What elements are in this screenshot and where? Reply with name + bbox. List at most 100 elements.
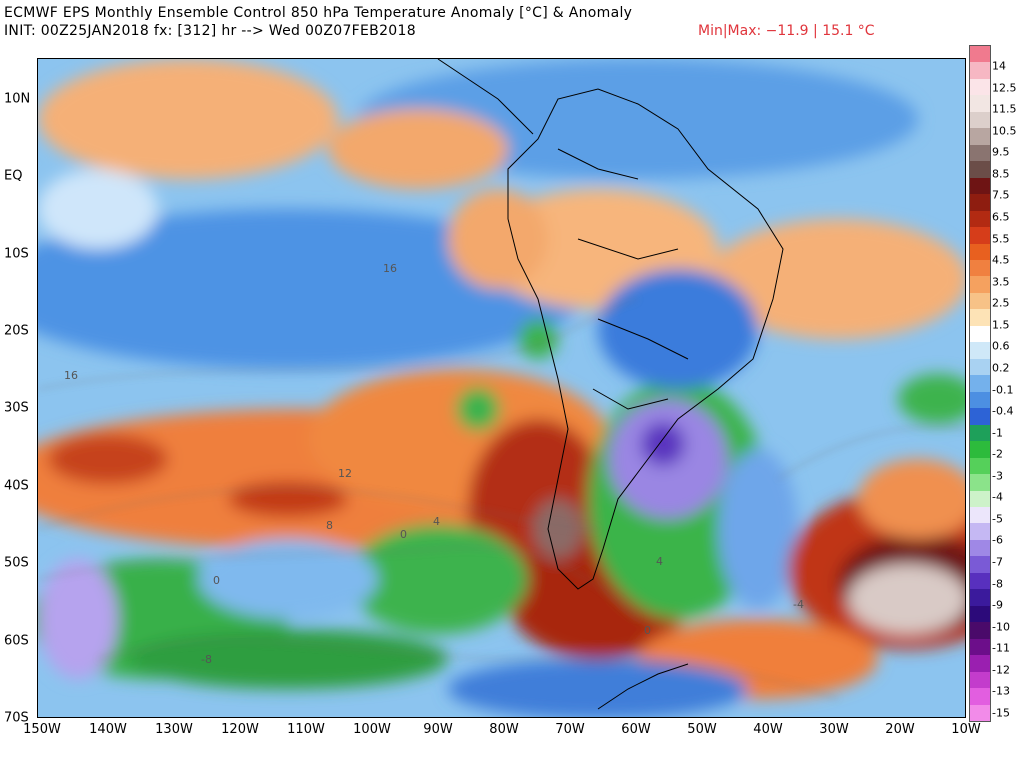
colorbar-swatch (970, 391, 990, 409)
contour-label: 0 (400, 528, 407, 541)
colorbar-label: 9.5 (992, 145, 1010, 159)
lon-label: 70W (555, 722, 585, 737)
central-america-outline (437, 59, 534, 135)
colorbar-swatch (970, 638, 990, 656)
anomaly-field (38, 59, 965, 717)
map-title: ECMWF EPS Monthly Ensemble Control 850 h… (4, 5, 633, 21)
lon-label: 150W (23, 722, 61, 737)
contour-label: 4 (656, 555, 663, 568)
colorbar-swatch (970, 424, 990, 442)
lon-label: 140W (89, 722, 127, 737)
antarctic-peninsula-outline (597, 663, 689, 710)
lat-label: 20S (4, 323, 29, 339)
contour-label: 16 (64, 369, 78, 382)
colorbar-swatch (970, 688, 990, 706)
colorbar-swatch (970, 506, 990, 524)
lon-label: 50W (687, 722, 717, 737)
colorbar-label: 1.5 (992, 318, 1010, 332)
colorbar-swatch (970, 342, 990, 360)
colorbar-label: -3 (992, 469, 1003, 483)
south-america-outline (507, 88, 784, 590)
colorbar-swatch (970, 292, 990, 310)
colorbar-label: 6.5 (992, 210, 1010, 224)
contour-label: 0 (644, 624, 651, 637)
colorbar-swatch (970, 704, 990, 722)
lat-label: 60S (4, 633, 29, 649)
lon-label: 30W (819, 722, 849, 737)
colorbar-swatch (970, 210, 990, 228)
colorbar-swatch (970, 490, 990, 508)
colorbar-label: -5 (992, 512, 1003, 526)
contour-label: 4 (433, 515, 440, 528)
lat-label: 10S (4, 246, 29, 262)
colorbar-swatch (970, 144, 990, 162)
contour-lines (38, 298, 965, 700)
lon-label: 130W (155, 722, 193, 737)
lat-label: 30S (4, 400, 29, 416)
colorbar-label: -13 (992, 684, 1010, 698)
colorbar-label: -7 (992, 555, 1003, 569)
lat-label: 50S (4, 555, 29, 571)
contour-label: 0 (213, 574, 220, 587)
temperature-anomaly-map: 16 16 12 8 4 0 0 -4 -8 0 4 (37, 58, 966, 718)
colorbar-label: 5.5 (992, 232, 1010, 246)
colorbar-swatch (970, 78, 990, 96)
colorbar-swatch (970, 325, 990, 343)
colorbar-swatch (970, 46, 990, 63)
colorbar-label: -12 (992, 663, 1010, 677)
lon-label: 60W (621, 722, 651, 737)
colorbar-label: 12.5 (992, 81, 1017, 95)
lat-label: EQ (4, 168, 23, 184)
colorbar-label: -11 (992, 641, 1010, 655)
colorbar-label: -4 (992, 490, 1003, 504)
lon-label: 10W (951, 722, 981, 737)
colorbar-label: -8 (992, 577, 1003, 591)
contour-label: -4 (793, 598, 804, 611)
colorbar-label: 10.5 (992, 124, 1017, 138)
colorbar-swatch (970, 95, 990, 113)
colorbar-swatch (970, 161, 990, 179)
colorbar-swatch (970, 605, 990, 623)
colorbar-swatch (970, 227, 990, 245)
colorbar-label: 4.5 (992, 253, 1010, 267)
contour-label: 16 (383, 262, 397, 275)
colorbar-swatch (970, 128, 990, 146)
colorbar-swatch (970, 441, 990, 459)
colorbar-label: -0.4 (992, 404, 1014, 418)
colorbar-swatch (970, 309, 990, 327)
colorbar-swatch (970, 408, 990, 426)
contour-label: 12 (338, 467, 352, 480)
colorbar-swatch (970, 111, 990, 129)
colorbar-label: 14 (992, 59, 1006, 73)
colorbar-label: -0.1 (992, 383, 1014, 396)
colorbar-swatch (970, 671, 990, 689)
lon-label: 120W (221, 722, 259, 737)
colorbar-label: -9 (992, 598, 1003, 612)
colorbar-label: 2.5 (992, 296, 1010, 310)
colorbar-swatch (970, 655, 990, 673)
lon-label: 20W (885, 722, 915, 737)
map-canvas: 16 16 12 8 4 0 0 -4 -8 0 4 (38, 59, 965, 717)
colorbar-swatch (970, 539, 990, 557)
init-forecast-line: INIT: 00Z25JAN2018 fx: [312] hr --> Wed … (4, 23, 416, 39)
lon-label: 90W (423, 722, 453, 737)
colorbar-swatch (970, 194, 990, 212)
colorbar-swatch (970, 243, 990, 261)
min-max-readout: Min|Max: −11.9 | 15.1 °C (698, 23, 875, 39)
colorbar-swatch (970, 622, 990, 640)
colorbar-swatch (970, 375, 990, 393)
lon-label: 40W (753, 722, 783, 737)
colorbar-swatch (970, 260, 990, 277)
colorbar-label: -2 (992, 447, 1003, 461)
country-borders (557, 148, 689, 410)
colorbar-label: 8.5 (992, 167, 1010, 181)
colorbar-swatch (970, 589, 990, 607)
lon-label: 110W (287, 722, 325, 737)
colorbar-label: 0.6 (992, 339, 1010, 353)
lat-label: 40S (4, 478, 29, 494)
lat-label: 10N (4, 91, 31, 107)
colorbar-swatch (970, 523, 990, 541)
colorbar-label: 11.5 (992, 102, 1017, 116)
coastlines (437, 59, 784, 710)
colorbar-label: 3.5 (992, 275, 1010, 289)
